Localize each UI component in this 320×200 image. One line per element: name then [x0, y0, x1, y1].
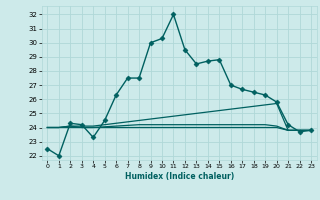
X-axis label: Humidex (Indice chaleur): Humidex (Indice chaleur) — [124, 172, 234, 181]
